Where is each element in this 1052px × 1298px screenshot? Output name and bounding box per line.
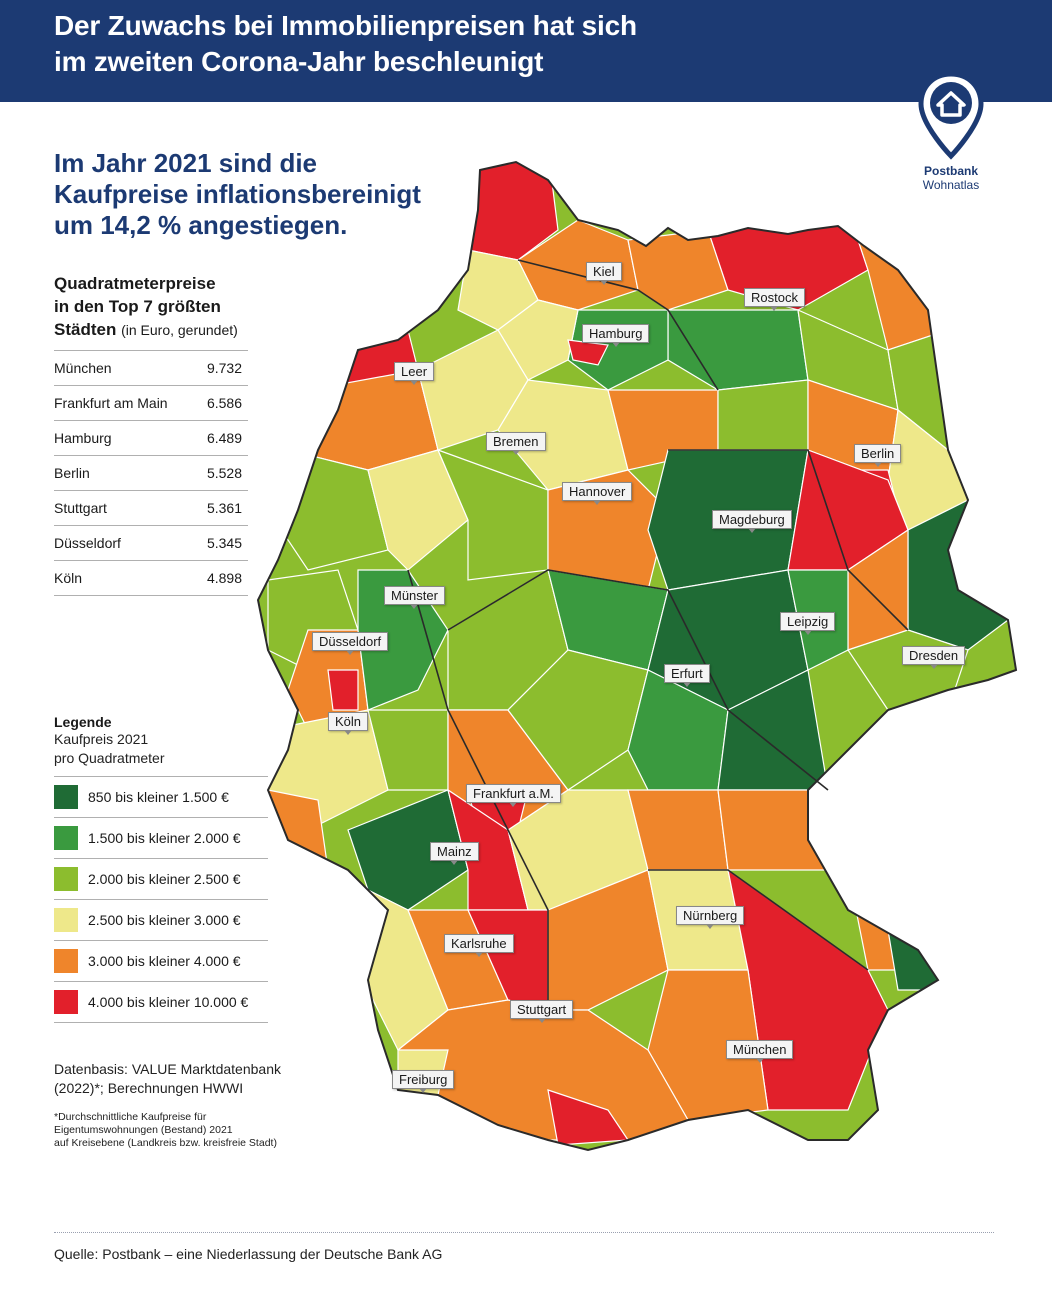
headline-line-1: Im Jahr 2021 sind die <box>54 148 318 178</box>
map-label-duesseldorf: Düsseldorf <box>312 632 389 655</box>
data-source-note: Datenbasis: VALUE Marktdatenbank (2022)*… <box>54 1060 314 1098</box>
city-name: Hamburg <box>54 430 112 446</box>
legend-swatch <box>54 785 78 809</box>
map-label-leer: Leer <box>394 362 435 385</box>
map-label-frankfurt: Frankfurt a.M. <box>466 784 561 807</box>
legend-swatch <box>54 826 78 850</box>
legend-label: 2.500 bis kleiner 3.000 € <box>88 912 241 928</box>
city-name: München <box>54 360 112 376</box>
footer-divider <box>54 1232 994 1233</box>
city-name: Frankfurt am Main <box>54 395 168 411</box>
map-canvas <box>256 160 1018 1152</box>
city-price: 9.732 <box>206 360 242 376</box>
legend-label: 1.500 bis kleiner 2.000 € <box>88 830 241 846</box>
map-label-dresden: Dresden <box>902 646 966 669</box>
city-price: 5.528 <box>206 465 242 481</box>
city-price: 4.898 <box>206 570 242 586</box>
legend-item: 4.000 bis kleiner 10.000 € <box>54 982 268 1023</box>
city-row: München 9.732 <box>54 351 248 386</box>
map-label-rostock: Rostock <box>744 288 805 311</box>
title-line-1: Der Zuwachs bei Immobilienpreisen hat si… <box>54 10 637 41</box>
source-credit: Quelle: Postbank – eine Niederlassung de… <box>54 1246 443 1262</box>
city-row: Düsseldorf 5.345 <box>54 526 248 561</box>
legend-item: 850 bis kleiner 1.500 € <box>54 777 268 818</box>
city-name: Berlin <box>54 465 90 481</box>
map-label-erfurt: Erfurt <box>664 664 710 687</box>
city-price: 6.489 <box>206 430 242 446</box>
city-price-list: München 9.732 Frankfurt am Main 6.586 Hamb… <box>54 350 248 596</box>
legend-sub-line-1: Kaufpreis 2021 <box>54 731 149 747</box>
house-pin-icon <box>918 71 984 160</box>
postbank-logo: Postbank Wohnatlas <box>906 70 996 194</box>
legend-subtitle: Kaufpreis 2021 pro Quadratmeter <box>54 730 268 768</box>
headline-line-2: Kaufpreise inflationsbereinigt <box>54 179 421 209</box>
page-title: Der Zuwachs bei Immobilienpreisen hat si… <box>54 8 998 80</box>
top-cities-title-line-3: Städten <box>54 320 117 339</box>
headline: Im Jahr 2021 sind die Kaufpreise inflati… <box>54 148 474 241</box>
map-label-stuttgart: Stuttgart <box>510 1000 574 1023</box>
city-row: Hamburg 6.489 <box>54 421 248 456</box>
legend-list: 850 bis kleiner 1.500 € 1.500 bis kleine… <box>54 776 268 1023</box>
city-name: Stuttgart <box>54 500 107 516</box>
map-label-hamburg: Hamburg <box>582 324 650 347</box>
logo-sub: Wohnatlas <box>922 178 980 192</box>
footnote: *Durchschnittliche Kaufpreise für Eigent… <box>54 1111 324 1150</box>
headline-line-3: um 14,2 % angestiegen. <box>54 210 348 240</box>
map-label-muenchen: München <box>726 1040 794 1063</box>
legend-title: Legende <box>54 714 112 730</box>
legend-item: 2.000 bis kleiner 2.500 € <box>54 859 268 900</box>
footnote-line-3: auf Kreisebene (Landkreis bzw. kreisfrei… <box>54 1137 277 1149</box>
top-cities-title: Quadratmeterpreise in den Top 7 größten … <box>54 272 248 342</box>
logo-brand: Postbank <box>923 164 978 178</box>
legend-label: 2.000 bis kleiner 2.500 € <box>88 871 241 887</box>
city-price: 5.345 <box>206 535 242 551</box>
legend-swatch <box>54 908 78 932</box>
city-row: Frankfurt am Main 6.586 <box>54 386 248 421</box>
map-label-kiel: Kiel <box>586 262 622 285</box>
footnote-line-1: *Durchschnittliche Kaufpreise für <box>54 1111 207 1123</box>
map-label-mainz: Mainz <box>430 842 479 865</box>
legend: Legende Kaufpreis 2021 pro Quadratmeter … <box>54 714 268 1023</box>
map-label-muenster: Münster <box>384 586 445 609</box>
source-note-line-2: (2022)*; Berechnungen HWWI <box>54 1080 244 1096</box>
map-label-bremen: Bremen <box>486 432 546 455</box>
legend-swatch <box>54 867 78 891</box>
legend-item: 1.500 bis kleiner 2.000 € <box>54 818 268 859</box>
map-label-magdeburg: Magdeburg <box>712 510 792 533</box>
header-banner: Der Zuwachs bei Immobilienpreisen hat si… <box>0 0 1052 102</box>
legend-sub-line-2: pro Quadratmeter <box>54 750 165 766</box>
legend-item: 2.500 bis kleiner 3.000 € <box>54 900 268 941</box>
source-note-line-1: Datenbasis: VALUE Marktdatenbank <box>54 1061 281 1077</box>
legend-item: 3.000 bis kleiner 4.000 € <box>54 941 268 982</box>
map-label-hannover: Hannover <box>562 482 633 505</box>
city-row: Stuttgart 5.361 <box>54 491 248 526</box>
city-name: Düsseldorf <box>54 535 121 551</box>
map-label-koeln: Köln <box>328 712 369 735</box>
top-cities-unit: (in Euro, gerundet) <box>121 322 238 338</box>
map-label-berlin: Berlin <box>854 444 902 467</box>
legend-label: 4.000 bis kleiner 10.000 € <box>88 994 249 1010</box>
legend-label: 850 bis kleiner 1.500 € <box>88 789 229 805</box>
germany-price-map: Kiel Rostock Hamburg Leer Bremen Berlin … <box>248 150 1028 1210</box>
footnote-line-2: Eigentumswohnungen (Bestand) 2021 <box>54 1124 233 1136</box>
map-label-leipzig: Leipzig <box>780 612 836 635</box>
legend-swatch <box>54 949 78 973</box>
city-price: 5.361 <box>206 500 242 516</box>
city-row: Berlin 5.528 <box>54 456 248 491</box>
city-name: Köln <box>54 570 83 586</box>
legend-swatch <box>54 990 78 1014</box>
map-label-nuernberg: Nürnberg <box>676 906 745 929</box>
top-cities-table: Quadratmeterpreise in den Top 7 größten … <box>54 272 248 596</box>
top-cities-title-line-2: in den Top 7 größten <box>54 297 221 316</box>
title-line-2: im zweiten Corona-Jahr beschleunigt <box>54 46 544 77</box>
legend-label: 3.000 bis kleiner 4.000 € <box>88 953 241 969</box>
top-cities-title-line-1: Quadratmeterpreise <box>54 274 216 293</box>
city-price: 6.586 <box>206 395 242 411</box>
city-row: Köln 4.898 <box>54 561 248 596</box>
map-label-freiburg: Freiburg <box>392 1070 455 1093</box>
map-label-karlsruhe: Karlsruhe <box>444 934 514 957</box>
